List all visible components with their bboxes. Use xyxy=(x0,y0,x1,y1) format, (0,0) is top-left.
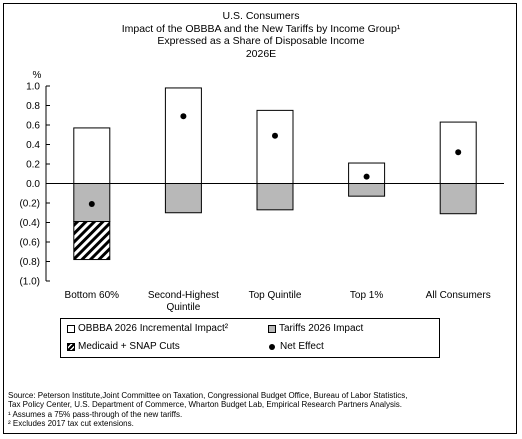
y-tick-label: (1.0) xyxy=(19,277,40,288)
y-tick-label: (0.8) xyxy=(19,257,40,268)
net-effect-point xyxy=(180,113,187,120)
title-line-2: Impact of the OBBBA and the New Tariffs … xyxy=(121,22,401,35)
legend-label-medicaid: Medicaid + SNAP Cuts xyxy=(78,341,180,352)
y-tick-label: 0.8 xyxy=(26,101,40,112)
y-tick-label: (0.4) xyxy=(19,218,40,229)
bar-tariffs xyxy=(256,183,294,211)
chart-legend: OBBBA 2026 Incremental Impact² Tariffs 2… xyxy=(60,318,440,358)
legend-label-tariffs: Tariffs 2026 Impact xyxy=(279,323,364,334)
y-tick-label: (0.2) xyxy=(19,199,40,210)
category-label: Quintile xyxy=(166,302,200,313)
bar-medicaid-snap xyxy=(73,221,111,261)
bar-obbba xyxy=(256,109,294,184)
footnotes: Source: Peterson Institute,Joint Committ… xyxy=(8,391,514,428)
bar-obbba xyxy=(348,162,386,184)
footnote-source-1: Source: Peterson Institute,Joint Committ… xyxy=(8,391,408,400)
y-tick-label: 0.6 xyxy=(26,121,40,132)
legend-item-obbba: OBBBA 2026 Incremental Impact² xyxy=(67,323,228,334)
legend-item-tariffs: Tariffs 2026 Impact xyxy=(268,323,363,334)
title-line-4: 2026E xyxy=(245,47,277,60)
chart-title: U.S. Consumers Impact of the OBBBA and t… xyxy=(0,10,522,60)
bar-tariffs xyxy=(164,183,202,214)
legend-swatch-obbba xyxy=(67,324,75,333)
y-tick-label: 0.2 xyxy=(26,160,40,171)
category-label: Bottom 60% xyxy=(65,290,120,301)
y-unit-label: % xyxy=(33,70,42,81)
bar-obbba xyxy=(73,127,111,185)
y-tick-label: 0.0 xyxy=(26,179,40,190)
category-label: Second-Highest xyxy=(148,290,219,301)
net-effect-point xyxy=(88,200,95,207)
footnote-source-2: Tax Policy Center, U.S. Department of Co… xyxy=(8,400,402,410)
category-label: Top 1% xyxy=(350,290,383,301)
net-effect-point xyxy=(363,173,370,180)
legend-item-net-effect: Net Effect xyxy=(268,341,324,352)
net-effect-point xyxy=(455,149,462,156)
legend-swatch-tariffs xyxy=(268,324,276,333)
bar-tariffs xyxy=(439,183,477,215)
legend-item-medicaid: Medicaid + SNAP Cuts xyxy=(67,341,180,352)
legend-label-net-effect: Net Effect xyxy=(280,341,324,352)
chart-frame xyxy=(3,3,517,434)
net-effect-point xyxy=(272,132,278,139)
legend-label-obbba: OBBBA 2026 Incremental Impact² xyxy=(78,323,229,334)
y-tick-label: 0.4 xyxy=(26,140,40,151)
y-tick-label: 1.0 xyxy=(26,82,40,93)
category-label: All Consumers xyxy=(426,290,491,301)
category-label: Top Quintile xyxy=(249,290,302,301)
title-line-1: U.S. Consumers xyxy=(222,10,300,22)
legend-swatch-medicaid xyxy=(67,342,75,351)
y-tick-label: (0.6) xyxy=(19,238,40,249)
footnote-1: ¹ Assumes a 75% pass-through of the new … xyxy=(8,409,183,419)
bar-tariffs xyxy=(348,183,386,197)
footnote-2: ² Excludes 2017 tax cut extensions. xyxy=(8,418,134,428)
title-line-3: Expressed as a Share of Disposable Incom… xyxy=(157,35,365,47)
bar-obbba xyxy=(164,87,202,184)
legend-dot-net-effect xyxy=(269,343,275,350)
